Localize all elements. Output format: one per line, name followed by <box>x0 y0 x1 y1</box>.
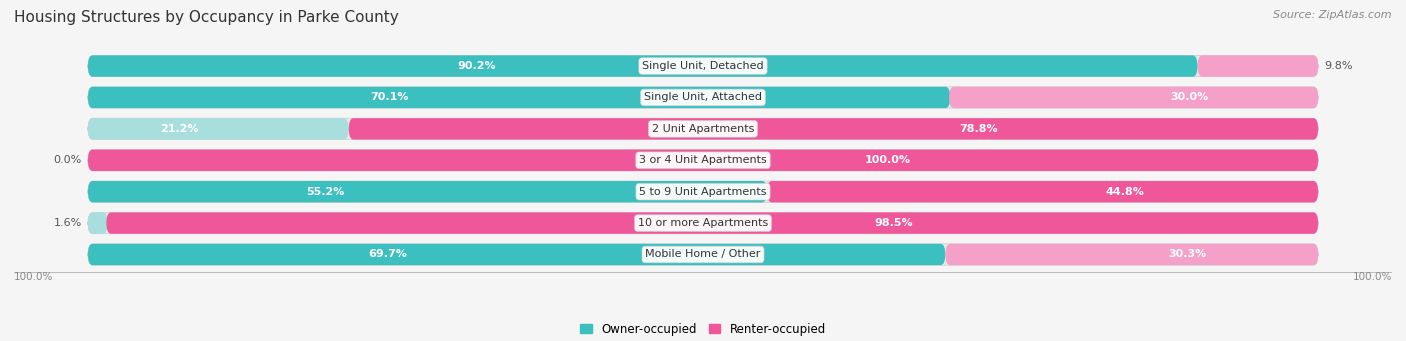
FancyBboxPatch shape <box>87 181 768 202</box>
FancyBboxPatch shape <box>87 87 1319 108</box>
Text: Housing Structures by Occupancy in Parke County: Housing Structures by Occupancy in Parke… <box>14 10 399 25</box>
Text: Single Unit, Detached: Single Unit, Detached <box>643 61 763 71</box>
FancyBboxPatch shape <box>87 212 107 234</box>
FancyBboxPatch shape <box>107 212 1319 234</box>
Text: 44.8%: 44.8% <box>1105 187 1144 197</box>
FancyBboxPatch shape <box>87 118 1319 139</box>
FancyBboxPatch shape <box>87 150 1319 171</box>
Text: 5 to 9 Unit Apartments: 5 to 9 Unit Apartments <box>640 187 766 197</box>
FancyBboxPatch shape <box>768 181 1319 202</box>
FancyBboxPatch shape <box>87 150 1319 171</box>
FancyBboxPatch shape <box>87 181 1319 202</box>
FancyBboxPatch shape <box>87 55 1319 77</box>
Text: 9.8%: 9.8% <box>1324 61 1353 71</box>
Text: 21.2%: 21.2% <box>160 124 198 134</box>
FancyBboxPatch shape <box>87 244 945 265</box>
Text: 30.0%: 30.0% <box>1170 92 1208 102</box>
Text: 100.0%: 100.0% <box>14 272 53 282</box>
FancyBboxPatch shape <box>945 244 1319 265</box>
FancyBboxPatch shape <box>87 55 1198 77</box>
FancyBboxPatch shape <box>87 118 349 139</box>
Text: 55.2%: 55.2% <box>307 187 344 197</box>
FancyBboxPatch shape <box>349 118 1319 139</box>
Text: 100.0%: 100.0% <box>865 155 911 165</box>
Text: 1.6%: 1.6% <box>53 218 82 228</box>
FancyBboxPatch shape <box>87 87 950 108</box>
Text: Mobile Home / Other: Mobile Home / Other <box>645 250 761 260</box>
Legend: Owner-occupied, Renter-occupied: Owner-occupied, Renter-occupied <box>575 318 831 341</box>
Text: 10 or more Apartments: 10 or more Apartments <box>638 218 768 228</box>
FancyBboxPatch shape <box>949 87 1319 108</box>
Text: 69.7%: 69.7% <box>368 250 408 260</box>
Text: 98.5%: 98.5% <box>875 218 914 228</box>
Text: 78.8%: 78.8% <box>959 124 998 134</box>
Text: 90.2%: 90.2% <box>457 61 495 71</box>
Text: 3 or 4 Unit Apartments: 3 or 4 Unit Apartments <box>640 155 766 165</box>
Text: Single Unit, Attached: Single Unit, Attached <box>644 92 762 102</box>
Text: 100.0%: 100.0% <box>1353 272 1392 282</box>
Text: 0.0%: 0.0% <box>53 155 82 165</box>
Text: 70.1%: 70.1% <box>370 92 409 102</box>
FancyBboxPatch shape <box>87 244 1319 265</box>
FancyBboxPatch shape <box>87 212 1319 234</box>
Text: Source: ZipAtlas.com: Source: ZipAtlas.com <box>1274 10 1392 20</box>
FancyBboxPatch shape <box>1198 55 1319 77</box>
Text: 30.3%: 30.3% <box>1168 250 1206 260</box>
Text: 2 Unit Apartments: 2 Unit Apartments <box>652 124 754 134</box>
